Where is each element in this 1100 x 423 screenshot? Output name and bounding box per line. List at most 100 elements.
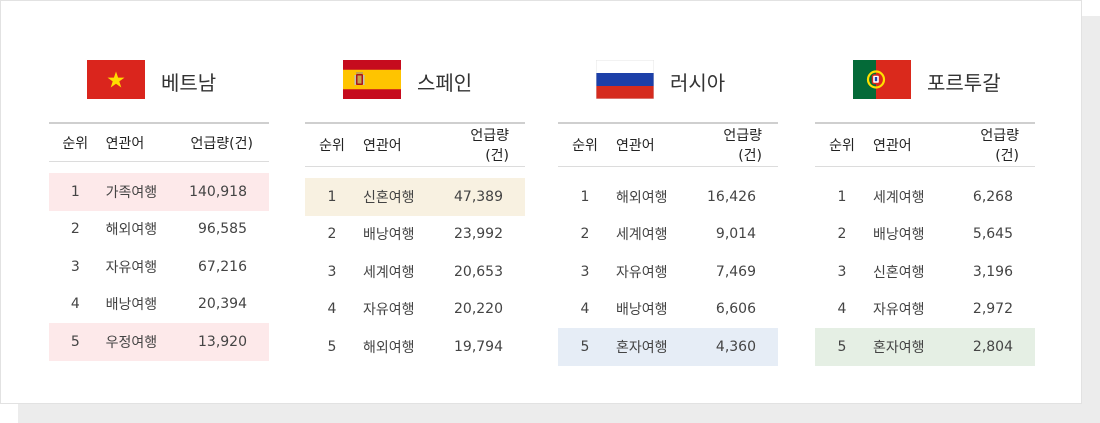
russia-flag-icon [596,60,654,99]
portugal-flag-icon [853,60,911,99]
spain-flag-icon [343,60,401,99]
table-row: 5 혼자여행 4,360 [558,328,778,366]
keyword-cell: 자유여행 [363,302,415,319]
country-header: 러시아 [558,59,778,101]
keyword-cell: 해외여행 [363,339,415,356]
count-cell: 23,992 [454,226,503,243]
keyword-cell: 신혼여행 [363,189,415,206]
table-row: 4 자유여행 2,972 [815,291,1035,329]
rank-cell: 3 [580,263,590,280]
keyword-header: 연관어 [363,138,402,154]
count-cell: 5,645 [972,226,1013,243]
rank-header: 순위 [319,138,345,154]
country-panel-russia: 러시아 순위 연관어 언급량(건) 1 해외여행 16,426 2 세 [558,59,778,366]
table-header: 순위 연관어 언급량(건) [49,123,269,162]
keyword-cell: 세계여행 [873,189,925,206]
rank-cell: 1 [837,188,847,205]
rank-header: 순위 [62,135,89,152]
table-row: 3 신혼여행 3,196 [815,253,1035,291]
count-cell: 6,268 [972,188,1013,205]
table-row: 3 세계여행 20,653 [305,253,525,291]
count-header: 언급량(건) [980,128,1019,164]
ranking-table: 순위 연관어 언급량(건) 1 신혼여행 47,389 2 배낭여행 23,99… [305,122,525,366]
table-row: 1 가족여행 140,918 [49,173,269,211]
rank-cell: 4 [327,301,337,318]
country-header: 포르투갈 [815,59,1035,101]
count-cell: 47,389 [454,188,503,205]
country-name: 포르투갈 [927,71,1001,95]
table-row: 1 신혼여행 47,389 [305,178,525,216]
count-cell: 2,804 [972,338,1013,355]
keyword-cell: 자유여행 [105,259,158,276]
count-cell: 20,653 [454,263,503,280]
count-cell: 9,014 [715,226,756,243]
rank-cell: 2 [580,226,590,243]
table-header: 순위 연관어 언급량(건) [815,123,1035,167]
rank-cell: 1 [580,188,590,205]
keyword-cell: 우정여행 [105,334,158,351]
table-row: 5 우정여행 13,920 [49,323,269,361]
country-name: 러시아 [670,71,726,95]
rank-header: 순위 [572,138,598,154]
table-row: 4 자유여행 20,220 [305,291,525,329]
country-panel-vietnam: 베트남 순위 연관어 언급량(건) 1 가족여행 140,918 2 [49,59,269,361]
rank-cell: 3 [327,263,337,280]
table-row: 2 해외여행 96,585 [49,211,269,249]
table-row: 3 자유여행 67,216 [49,248,269,286]
table-row: 1 해외여행 16,426 [558,178,778,216]
count-header: 언급량(건) [470,128,509,164]
rank-cell: 3 [70,258,80,275]
rank-cell: 1 [70,183,80,200]
count-cell: 2,972 [972,301,1013,318]
keyword-cell: 세계여행 [363,264,415,281]
count-cell: 19,794 [454,338,503,355]
country-header: 베트남 [49,59,269,101]
count-cell: 67,216 [198,258,247,275]
table-row: 5 혼자여행 2,804 [815,328,1035,366]
rank-cell: 1 [327,188,337,205]
country-name: 베트남 [161,71,217,95]
rank-cell: 5 [580,338,590,355]
keyword-cell: 배낭여행 [363,227,415,244]
keyword-cell: 혼자여행 [873,339,925,356]
count-header: 언급량(건) [723,128,762,164]
keyword-cell: 세계여행 [616,227,668,244]
count-cell: 13,920 [198,333,247,350]
table-header: 순위 연관어 언급량(건) [305,123,525,167]
table-row: 3 자유여행 7,469 [558,253,778,291]
rank-cell: 3 [837,263,847,280]
vietnam-flag-icon [87,60,145,99]
country-panel-spain: 스페인 순위 연관어 언급량(건) 1 신혼여행 47,389 2 배 [305,59,525,356]
keyword-cell: 혼자여행 [616,339,668,356]
count-header: 언급량(건) [190,135,253,152]
keyword-cell: 가족여행 [105,184,158,201]
table-row: 2 배낭여행 5,645 [815,216,1035,254]
keyword-cell: 배낭여행 [616,302,668,319]
ranking-table: 순위 연관어 언급량(건) 1 세계여행 6,268 2 배낭여행 5,645 [815,122,1035,366]
count-cell: 20,220 [454,301,503,318]
table-row: 1 세계여행 6,268 [815,178,1035,216]
rank-cell: 4 [580,301,590,318]
keyword-cell: 해외여행 [616,189,668,206]
ranking-table: 순위 연관어 언급량(건) 1 가족여행 140,918 2 해외여행 96,5… [49,122,269,361]
count-cell: 6,606 [715,301,756,318]
table-row: 4 배낭여행 6,606 [558,291,778,329]
rank-header: 순위 [829,138,855,154]
ranking-card: 베트남 순위 연관어 언급량(건) 1 가족여행 140,918 2 [0,0,1082,404]
country-name: 스페인 [417,71,473,95]
rank-cell: 2 [327,226,337,243]
table-row: 2 배낭여행 23,992 [305,216,525,254]
ranking-table: 순위 연관어 언급량(건) 1 해외여행 16,426 2 세계여행 9,014 [558,122,778,366]
count-cell: 3,196 [972,263,1013,280]
keyword-cell: 자유여행 [873,302,925,319]
count-cell: 16,426 [707,188,756,205]
rank-cell: 4 [70,296,80,313]
table-header: 순위 연관어 언급량(건) [558,123,778,167]
table-row: 5 해외여행 19,794 [305,328,525,366]
count-cell: 7,469 [715,263,756,280]
keyword-cell: 자유여행 [616,264,668,281]
count-cell: 140,918 [189,183,247,200]
count-cell: 96,585 [198,221,247,238]
keyword-cell: 신혼여행 [873,264,925,281]
country-panel-portugal: 포르투갈 순위 연관어 언급량(건) 1 세계여행 6,268 2 배 [815,59,1035,366]
